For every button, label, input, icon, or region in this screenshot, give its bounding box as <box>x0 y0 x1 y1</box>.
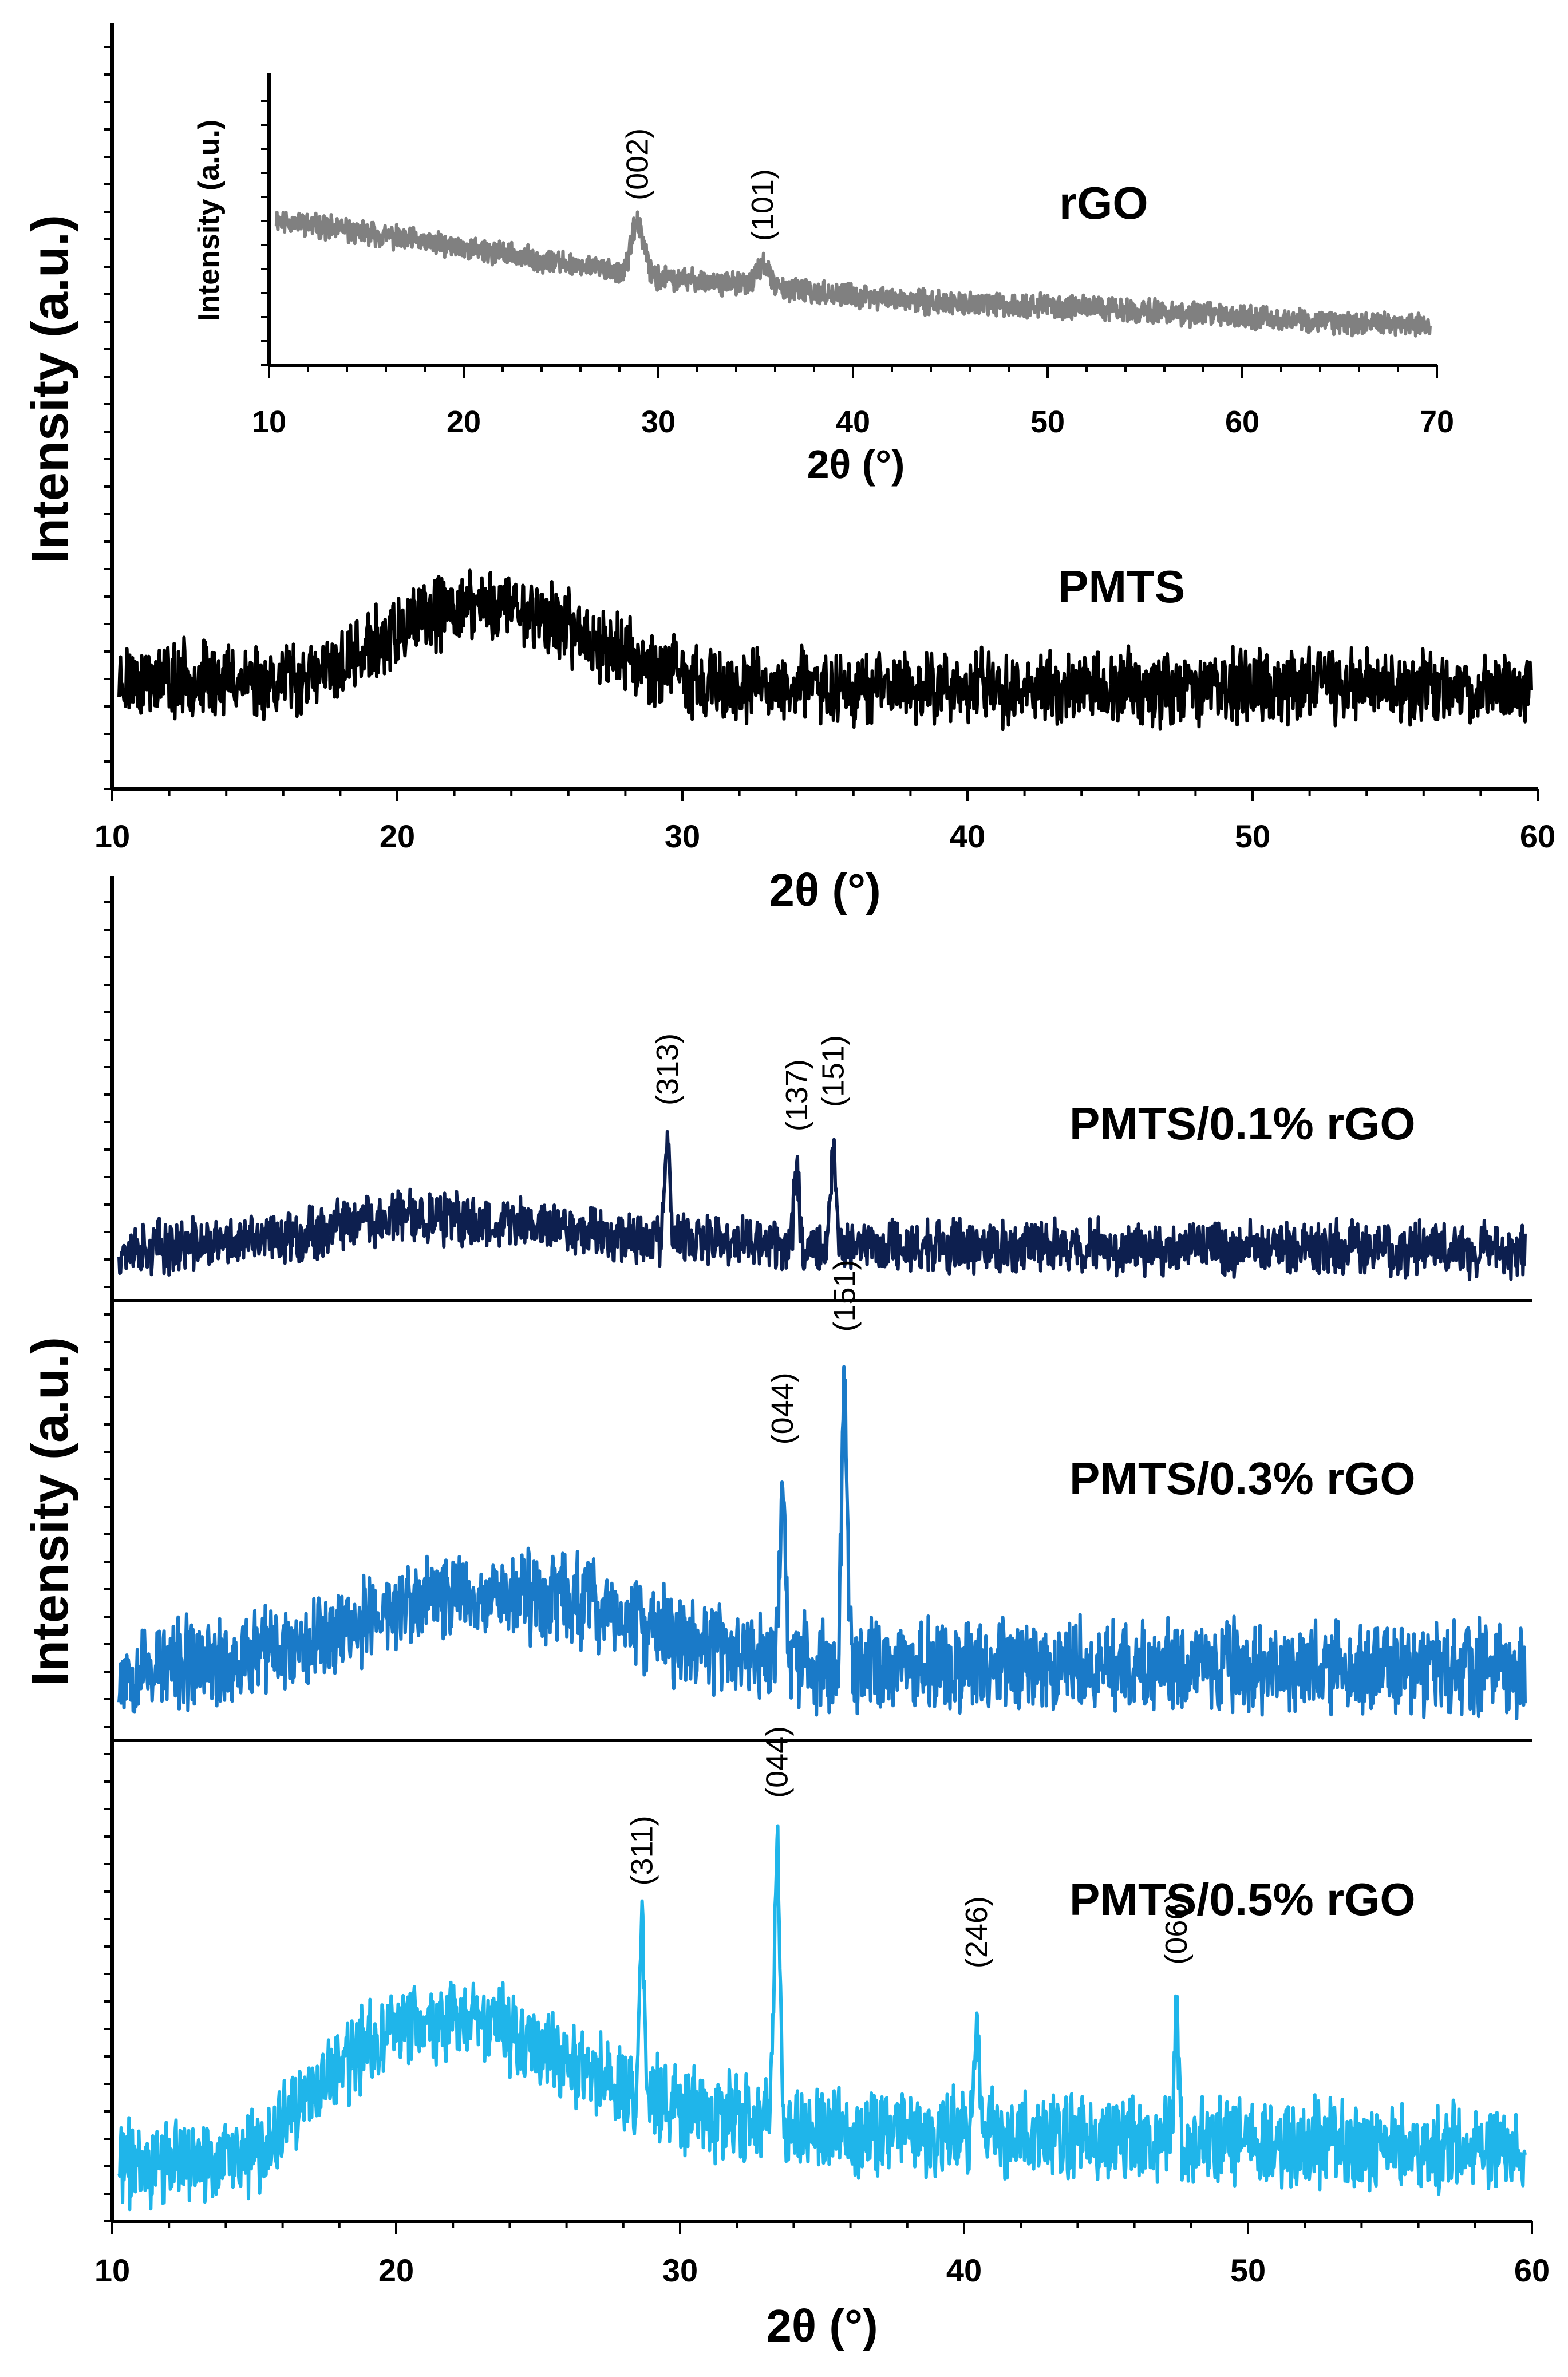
peak-label: (151) <box>816 1035 851 1107</box>
peak-label: (313) <box>650 1033 685 1105</box>
x-tick-label: 70 <box>1420 405 1454 439</box>
bottom-panel-x-ticks: 10 20 30 40 50 60 <box>94 2221 1550 2288</box>
x-tick-label: 20 <box>378 2252 414 2288</box>
pmts-0.3-rgo-series-label: PMTS/0.3% rGO <box>1069 1453 1416 1504</box>
peak-label: (044) <box>760 1726 794 1798</box>
pmts-0.1-rgo-series-label: PMTS/0.1% rGO <box>1069 1098 1416 1149</box>
rgo-inset: 10 20 30 40 50 60 70 Intensity (a.u.) 2θ (°) r… <box>192 73 1454 487</box>
pmts-0.1-rgo-series-line <box>117 1130 1527 1281</box>
peak-label: (101) <box>745 169 780 241</box>
top-panel-x-ticks: 10 20 30 40 50 60 <box>94 789 1555 854</box>
x-tick-label: 60 <box>1225 405 1259 439</box>
bottom-panel: 10 20 30 40 50 60 Intensity (a.u.) 2θ (°) PMT… <box>22 876 1550 2351</box>
inset-x-axis-title: 2θ (°) <box>807 442 905 487</box>
x-tick-label: 40 <box>950 818 985 854</box>
peak-labels: (313) (137) (151)(044)(151)(311)(044)(246)… <box>625 1033 1194 1968</box>
peak-label: (151) <box>827 1259 862 1332</box>
top-panel: 10 20 30 40 50 60 Intensity (a.u.) 2θ (°) PMT… <box>22 23 1555 915</box>
bottom-panel-x-axis-title: 2θ (°) <box>766 2300 878 2351</box>
x-tick-label: 60 <box>1520 818 1555 854</box>
rgo-series-label: rGO <box>1059 177 1148 228</box>
x-tick-label: 10 <box>94 2252 130 2288</box>
peak-label: (246) <box>959 1896 994 1968</box>
top-panel-x-axis-title: 2θ (°) <box>769 864 880 915</box>
x-tick-label: 20 <box>447 405 481 439</box>
x-tick-label: 50 <box>1235 818 1270 854</box>
top-panel-y-ticks <box>104 46 112 790</box>
pmts-series-line <box>117 568 1533 731</box>
pmts-0.5-rgo-series-line <box>117 1824 1527 2212</box>
inset-x-ticks: 10 20 30 40 50 60 70 <box>252 365 1454 439</box>
inset-y-axis-title: Intensity (a.u.) <box>192 120 226 321</box>
bottom-panel-y-ticks <box>104 901 112 2222</box>
top-panel-y-axis-title: Intensity (a.u.) <box>22 215 79 564</box>
x-tick-label: 30 <box>641 405 676 439</box>
peak-label: (066) <box>1159 1893 1194 1965</box>
x-tick-label: 30 <box>665 818 700 854</box>
x-tick-label: 40 <box>946 2252 982 2288</box>
pmts-0.3-rgo-series-line <box>117 1365 1527 1720</box>
rgo-series-line <box>274 210 1432 338</box>
x-tick-label: 10 <box>252 405 286 439</box>
inset-y-ticks <box>261 100 269 366</box>
peak-label: (137) <box>780 1059 814 1131</box>
pmts-0.5-rgo-series-label: PMTS/0.5% rGO <box>1069 1874 1416 1925</box>
peak-label: (002) <box>621 128 655 200</box>
peak-label: (044) <box>765 1372 800 1444</box>
x-tick-label: 60 <box>1514 2252 1550 2288</box>
peak-label: (311) <box>625 1815 659 1885</box>
x-tick-label: 40 <box>836 405 870 439</box>
bottom-panel-y-axis-title: Intensity (a.u.) <box>22 1337 79 1686</box>
x-tick-label: 30 <box>662 2252 698 2288</box>
pmts-series-label: PMTS <box>1058 561 1185 612</box>
x-tick-label: 50 <box>1230 2252 1266 2288</box>
x-tick-label: 50 <box>1030 405 1065 439</box>
x-tick-label: 20 <box>380 818 415 854</box>
x-tick-label: 10 <box>94 818 130 854</box>
